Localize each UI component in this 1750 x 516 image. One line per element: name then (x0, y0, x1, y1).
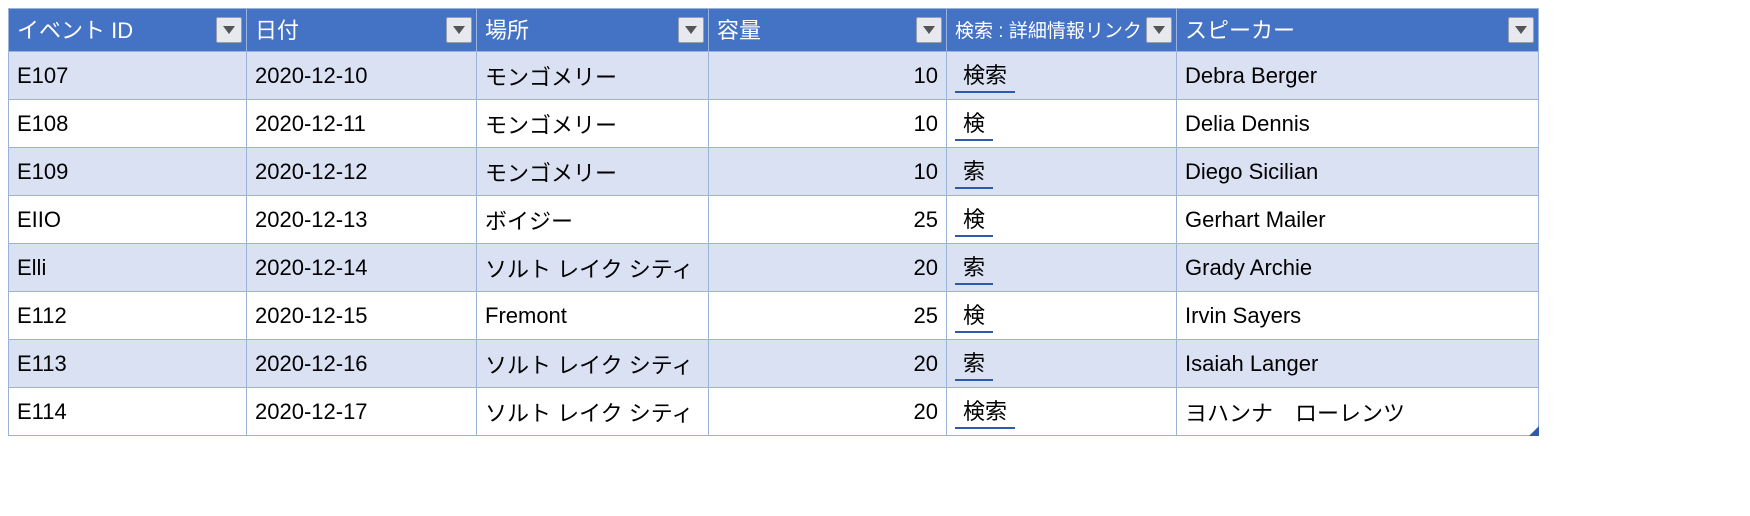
col-header-label: 容量 (717, 18, 761, 43)
cell-speaker[interactable]: Diego Sicilian (1177, 148, 1539, 196)
col-header-label: 日付 (255, 18, 299, 43)
search-link[interactable]: 検索 (955, 394, 1015, 429)
cell-capacity[interactable]: 10 (709, 148, 947, 196)
col-header-label: イベント ID (17, 18, 133, 43)
table-row[interactable]: E112 2020-12-15 Fremont 25 検 Irvin Sayer… (9, 292, 1539, 340)
cell-capacity[interactable]: 25 (709, 196, 947, 244)
cell-event-id[interactable]: E112 (9, 292, 247, 340)
table-row[interactable]: E113 2020-12-16 ソルト レイク シティ 20 索 Isaiah … (9, 340, 1539, 388)
cell-date[interactable]: 2020-12-16 (247, 340, 477, 388)
cell-search[interactable]: 検 (947, 100, 1177, 148)
chevron-down-icon (1153, 26, 1165, 34)
search-link[interactable]: 検索 (955, 58, 1015, 93)
table-row[interactable]: E109 2020-12-12 モンゴメリー 10 索 Diego Sicili… (9, 148, 1539, 196)
cell-date[interactable]: 2020-12-15 (247, 292, 477, 340)
cell-capacity[interactable]: 10 (709, 52, 947, 100)
cell-search[interactable]: 検 (947, 196, 1177, 244)
table-row[interactable]: Elli 2020-12-14 ソルト レイク シティ 20 索 Grady A… (9, 244, 1539, 292)
cell-place[interactable]: ボイジー (477, 196, 709, 244)
cell-date[interactable]: 2020-12-17 (247, 388, 477, 436)
col-header-label: 検索 : 詳細情報リンク (955, 21, 1142, 42)
table-body: E107 2020-12-10 モンゴメリー 10 検索 Debra Berge… (9, 52, 1539, 436)
chevron-down-icon (223, 26, 235, 34)
chevron-down-icon (1515, 26, 1527, 34)
cell-search[interactable]: 検索 (947, 388, 1177, 436)
cell-place[interactable]: ソルト レイク シティ (477, 340, 709, 388)
cell-search[interactable]: 索 (947, 148, 1177, 196)
table-header-row: イベント ID 日付 場所 容量 (9, 9, 1539, 52)
search-link[interactable]: 索 (955, 154, 993, 189)
col-header-search[interactable]: 検索 : 詳細情報リンク (947, 9, 1177, 52)
cell-event-id[interactable]: E114 (9, 388, 247, 436)
cell-speaker[interactable]: Grady Archie (1177, 244, 1539, 292)
cell-date[interactable]: 2020-12-10 (247, 52, 477, 100)
cell-speaker[interactable]: Irvin Sayers (1177, 292, 1539, 340)
table-row[interactable]: E114 2020-12-17 ソルト レイク シティ 20 検索 ヨハンナ ロ… (9, 388, 1539, 436)
cell-event-id[interactable]: E109 (9, 148, 247, 196)
cell-speaker[interactable]: Delia Dennis (1177, 100, 1539, 148)
cell-place[interactable]: モンゴメリー (477, 100, 709, 148)
search-link[interactable]: 検 (955, 298, 993, 333)
col-header-event-id[interactable]: イベント ID (9, 9, 247, 52)
cell-event-id[interactable]: Elli (9, 244, 247, 292)
chevron-down-icon (453, 26, 465, 34)
cell-place[interactable]: Fremont (477, 292, 709, 340)
cell-search[interactable]: 索 (947, 244, 1177, 292)
search-link[interactable]: 検 (955, 106, 993, 141)
search-link[interactable]: 検 (955, 202, 993, 237)
col-header-capacity[interactable]: 容量 (709, 9, 947, 52)
filter-button[interactable] (446, 17, 472, 43)
chevron-down-icon (923, 26, 935, 34)
cell-place[interactable]: ソルト レイク シティ (477, 388, 709, 436)
col-header-label: スピーカー (1185, 18, 1295, 43)
filter-button[interactable] (916, 17, 942, 43)
table-container: イベント ID 日付 場所 容量 (8, 8, 1539, 436)
cell-speaker[interactable]: ヨハンナ ローレンツ (1177, 388, 1539, 436)
cell-date[interactable]: 2020-12-14 (247, 244, 477, 292)
cell-capacity[interactable]: 20 (709, 388, 947, 436)
cell-speaker[interactable]: Debra Berger (1177, 52, 1539, 100)
filter-button[interactable] (216, 17, 242, 43)
col-header-place[interactable]: 場所 (477, 9, 709, 52)
cell-date[interactable]: 2020-12-13 (247, 196, 477, 244)
search-link[interactable]: 索 (955, 346, 993, 381)
col-header-date[interactable]: 日付 (247, 9, 477, 52)
cell-capacity[interactable]: 20 (709, 340, 947, 388)
table-row[interactable]: E107 2020-12-10 モンゴメリー 10 検索 Debra Berge… (9, 52, 1539, 100)
cell-event-id[interactable]: E107 (9, 52, 247, 100)
cell-capacity[interactable]: 20 (709, 244, 947, 292)
cell-event-id[interactable]: E113 (9, 340, 247, 388)
chevron-down-icon (685, 26, 697, 34)
cell-capacity[interactable]: 10 (709, 100, 947, 148)
cell-date[interactable]: 2020-12-12 (247, 148, 477, 196)
filter-button[interactable] (1508, 17, 1534, 43)
col-header-speaker[interactable]: スピーカー (1177, 9, 1539, 52)
table-row[interactable]: E108 2020-12-11 モンゴメリー 10 検 Delia Dennis (9, 100, 1539, 148)
cell-place[interactable]: モンゴメリー (477, 148, 709, 196)
cell-place[interactable]: モンゴメリー (477, 52, 709, 100)
search-link[interactable]: 索 (955, 250, 993, 285)
filter-button[interactable] (678, 17, 704, 43)
cell-search[interactable]: 索 (947, 340, 1177, 388)
filter-button[interactable] (1146, 17, 1172, 43)
cell-place[interactable]: ソルト レイク シティ (477, 244, 709, 292)
cell-speaker[interactable]: Gerhart Mailer (1177, 196, 1539, 244)
table-resize-handle[interactable] (1529, 426, 1539, 436)
col-header-label: 場所 (485, 18, 529, 43)
table-row[interactable]: EIIO 2020-12-13 ボイジー 25 検 Gerhart Mailer (9, 196, 1539, 244)
cell-date[interactable]: 2020-12-11 (247, 100, 477, 148)
events-table: イベント ID 日付 場所 容量 (8, 8, 1539, 436)
cell-event-id[interactable]: E108 (9, 100, 247, 148)
cell-capacity[interactable]: 25 (709, 292, 947, 340)
cell-event-id[interactable]: EIIO (9, 196, 247, 244)
cell-search[interactable]: 検索 (947, 52, 1177, 100)
cell-search[interactable]: 検 (947, 292, 1177, 340)
cell-speaker[interactable]: Isaiah Langer (1177, 340, 1539, 388)
